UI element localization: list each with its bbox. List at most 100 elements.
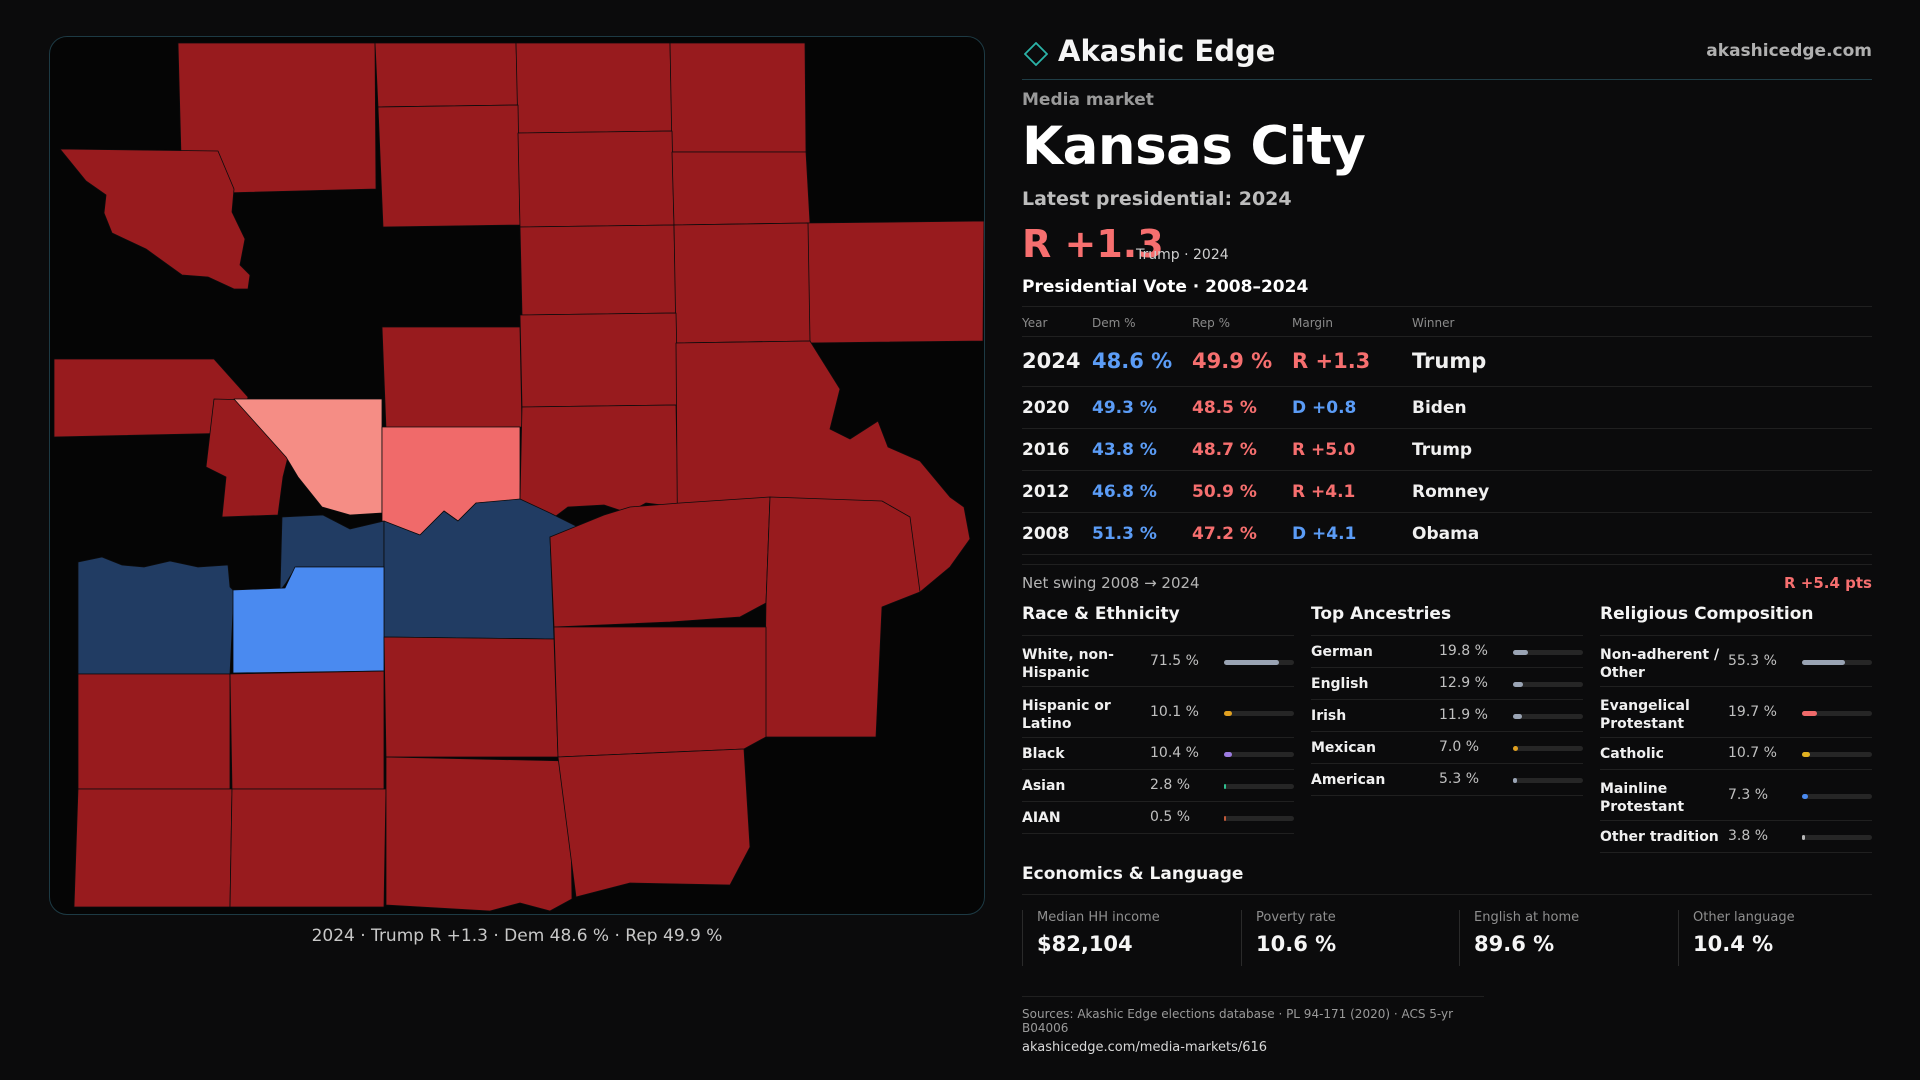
stat-value: 89.6 % — [1474, 932, 1555, 956]
row-margin: D +0.8 — [1292, 398, 1357, 418]
county-shape[interactable] — [553, 626, 767, 758]
demo-label: Catholic — [1600, 746, 1664, 762]
row-margin: D +4.1 — [1292, 524, 1357, 544]
demo-bar — [1802, 711, 1872, 716]
demo-bar-fill — [1802, 835, 1805, 840]
stat-label: Other language — [1693, 910, 1795, 925]
table-row: 2016 43.8 % 48.7 % R +5.0 Trump — [1022, 429, 1872, 471]
row-margin: R +4.1 — [1292, 482, 1356, 502]
ancestries-title: Top Ancestries — [1311, 602, 1583, 636]
county-shape[interactable] — [177, 42, 377, 195]
header-winner: Winner — [1412, 316, 1455, 330]
demo-bar — [1513, 650, 1583, 655]
row-margin: R +5.0 — [1292, 440, 1356, 460]
row-margin: R +1.3 — [1292, 349, 1371, 373]
demo-value: 5.3 % — [1439, 771, 1480, 787]
demo-bar-fill — [1224, 711, 1232, 716]
demo-value: 12.9 % — [1439, 675, 1488, 691]
demo-label: White, non-Hispanic — [1022, 647, 1114, 681]
demo-value: 19.7 % — [1728, 704, 1777, 720]
demo-label: American — [1311, 772, 1386, 788]
county-shape[interactable] — [232, 566, 385, 674]
stat-median-income: Median HH income $82,104 — [1022, 910, 1160, 966]
county-shape[interactable] — [519, 312, 679, 408]
ancestries-section: Top Ancestries German 19.8 % English 12.… — [1311, 602, 1583, 796]
demo-value: 55.3 % — [1728, 653, 1777, 669]
stat-label: Median HH income — [1037, 910, 1160, 925]
demo-label: Mainline Protestant — [1600, 781, 1685, 815]
demo-bar — [1802, 752, 1872, 757]
stat-label: English at home — [1474, 910, 1580, 925]
county-shape[interactable] — [673, 222, 811, 344]
list-item: Non-adherent / Other 55.3 % — [1600, 636, 1872, 687]
demo-bar-fill — [1802, 660, 1845, 665]
map-caption: 2024 · Trump R +1.3 · Dem 48.6 % · Rep 4… — [311, 926, 723, 946]
info-panel: Akashic Edge akashicedge.com Media marke… — [1022, 34, 1872, 1055]
county-shape[interactable] — [517, 130, 675, 228]
demo-bar — [1513, 746, 1583, 751]
vote-table-title: Presidential Vote · 2008–2024 — [1022, 277, 1309, 297]
stat-value: $82,104 — [1037, 932, 1133, 956]
county-shape[interactable] — [229, 788, 387, 908]
religion-title: Religious Composition — [1600, 602, 1872, 636]
demo-label: Other tradition — [1600, 829, 1719, 845]
county-shape[interactable] — [374, 42, 519, 108]
county-shape[interactable] — [671, 151, 811, 226]
net-swing-label: Net swing 2008 → 2024 — [1022, 574, 1200, 592]
row-year: 2016 — [1022, 440, 1070, 460]
race-ethnicity-section: Race & Ethnicity White, non-Hispanic 71.… — [1022, 602, 1294, 834]
row-rep: 49.9 % — [1192, 349, 1273, 373]
page-title: Kansas City — [1022, 116, 1366, 177]
race-ethnicity-title: Race & Ethnicity — [1022, 602, 1294, 636]
county-shape[interactable] — [763, 496, 921, 738]
list-item: American 5.3 % — [1311, 764, 1583, 796]
demo-bar — [1224, 660, 1294, 665]
row-rep: 48.5 % — [1192, 398, 1257, 418]
demo-label: Mexican — [1311, 740, 1376, 756]
county-shape[interactable] — [549, 496, 771, 628]
county-shape[interactable] — [77, 673, 231, 790]
demo-value: 10.1 % — [1150, 704, 1199, 720]
row-winner: Biden — [1412, 398, 1467, 418]
county-shape[interactable] — [557, 748, 751, 898]
county-shape[interactable] — [669, 42, 807, 153]
county-shape[interactable] — [805, 220, 984, 344]
county-shape[interactable] — [73, 788, 233, 908]
list-item: Mainline Protestant 7.3 % — [1600, 770, 1872, 821]
demo-label: Non-adherent / Other — [1600, 647, 1720, 681]
sources-footer: Sources: Akashic Edge elections database… — [1022, 996, 1484, 1055]
header-dem: Dem % — [1092, 316, 1136, 330]
county-shape[interactable] — [77, 556, 235, 675]
demo-label: AIAN — [1022, 810, 1061, 826]
demo-bar — [1513, 778, 1583, 783]
county-shape[interactable] — [519, 224, 677, 316]
row-dem: 46.8 % — [1092, 482, 1157, 502]
sources-link[interactable]: akashicedge.com/media-markets/616 — [1022, 1040, 1268, 1055]
county-shape[interactable] — [377, 104, 521, 228]
county-shape[interactable] — [233, 398, 383, 516]
list-item: German 19.8 % — [1311, 636, 1583, 668]
county-shape[interactable] — [515, 42, 673, 134]
brand-diamond-icon — [1024, 42, 1048, 66]
row-dem: 51.3 % — [1092, 524, 1157, 544]
county-shape[interactable] — [383, 636, 559, 758]
net-swing: Net swing 2008 → 2024 R +5.4 pts — [1022, 564, 1872, 594]
county-shape[interactable] — [59, 148, 251, 290]
county-shape[interactable] — [229, 670, 385, 790]
demo-value: 2.8 % — [1150, 777, 1191, 793]
list-item: Asian 2.8 % — [1022, 770, 1294, 802]
demo-bar — [1802, 660, 1872, 665]
list-item: White, non-Hispanic 71.5 % — [1022, 636, 1294, 687]
brand-url-link[interactable]: akashicedge.com — [1706, 41, 1872, 61]
county-map[interactable] — [49, 36, 985, 915]
header-margin: Margin — [1292, 316, 1333, 330]
demo-value: 71.5 % — [1150, 653, 1199, 669]
demo-bar-fill — [1802, 711, 1817, 716]
county-shape[interactable] — [381, 326, 523, 430]
list-item: Other tradition 3.8 % — [1600, 821, 1872, 853]
headline-margin: R +1.3 — [1022, 222, 1164, 266]
county-shape[interactable] — [385, 756, 573, 912]
list-item: Hispanic or Latino 10.1 % — [1022, 687, 1294, 738]
row-winner: Obama — [1412, 524, 1480, 544]
demo-bar — [1224, 752, 1294, 757]
